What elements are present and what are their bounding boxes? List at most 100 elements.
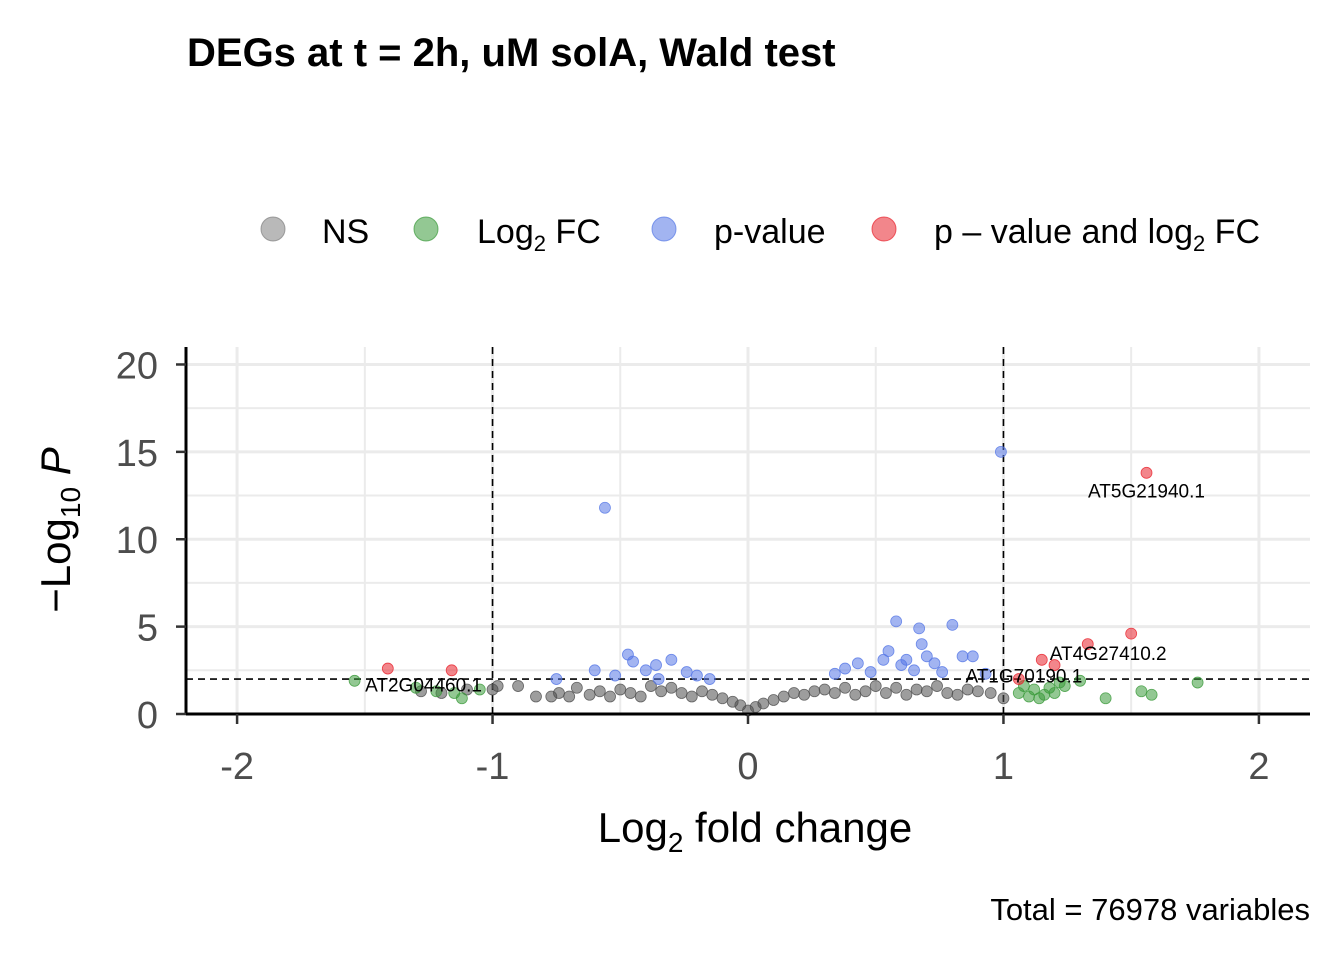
x-tick-label: 2 xyxy=(1248,746,1269,788)
gene-label: AT5G21940.1 xyxy=(1088,481,1205,502)
point-p xyxy=(946,618,959,631)
point-ns xyxy=(570,681,583,694)
x-axis-title: Log2 fold change xyxy=(598,804,913,858)
x-ticks: -2 -1 0 1 2 xyxy=(220,714,1269,788)
point-ns xyxy=(665,681,678,694)
point-both xyxy=(381,662,394,675)
point-ns xyxy=(931,680,943,692)
point-ns xyxy=(880,687,892,699)
point-fc xyxy=(1145,688,1158,701)
point-p xyxy=(828,667,841,680)
y-tick-label: 0 xyxy=(137,695,158,737)
point-p xyxy=(966,650,979,663)
legend-label-fc: Log2 FC xyxy=(477,213,601,256)
y-tick-label: 20 xyxy=(116,345,158,387)
point-p xyxy=(900,653,913,666)
gene-label: AT2G04460.1 xyxy=(365,675,482,696)
point-ns xyxy=(777,690,790,703)
gene-label: AT1G70190.1 xyxy=(965,667,1082,688)
point-fc xyxy=(1028,683,1041,696)
legend-key-fc xyxy=(413,216,439,242)
point-ns xyxy=(716,692,729,705)
cutoff-lines xyxy=(186,347,1310,714)
point-fc xyxy=(1099,692,1112,705)
point-fc xyxy=(348,674,361,687)
legend-key-ns xyxy=(260,216,286,242)
point-p xyxy=(703,673,716,685)
point-ns xyxy=(941,687,954,699)
point-fc xyxy=(1135,685,1148,698)
point-fc xyxy=(410,681,422,694)
point-p xyxy=(652,673,665,685)
point-p xyxy=(639,664,652,677)
x-tick-label: -1 xyxy=(476,746,510,788)
legend-item-ns: NS xyxy=(260,213,369,251)
data-points xyxy=(348,445,1204,717)
legend-label-both: p – value and log2 FC xyxy=(934,213,1260,256)
point-p xyxy=(680,666,693,678)
y-tick-label: 15 xyxy=(116,433,158,475)
x-tick-label: 1 xyxy=(993,746,1014,788)
point-ns xyxy=(530,690,542,703)
point-ns xyxy=(563,690,576,703)
gene-label: AT4G27410.2 xyxy=(1050,644,1167,665)
point-ns xyxy=(614,683,627,696)
point-p xyxy=(627,655,639,668)
point-p xyxy=(995,445,1007,458)
grid xyxy=(186,347,1310,716)
point-ns xyxy=(828,687,841,699)
point-both xyxy=(445,664,458,677)
point-ns xyxy=(767,694,780,706)
point-p xyxy=(928,657,941,670)
point-p xyxy=(915,638,928,650)
point-ns xyxy=(972,685,984,698)
point-fc xyxy=(1074,674,1086,687)
point-ns xyxy=(706,688,719,701)
point-fc xyxy=(473,683,486,696)
legend-item-p: p-value xyxy=(651,213,826,251)
point-p xyxy=(609,669,622,682)
point-p xyxy=(550,673,563,685)
point-ns xyxy=(583,688,596,701)
point-ns xyxy=(624,687,637,699)
point-both xyxy=(1048,659,1061,671)
point-ns xyxy=(808,685,821,698)
point-fc xyxy=(1191,676,1204,689)
point-p xyxy=(864,666,877,678)
point-ns xyxy=(461,683,473,696)
point-ns xyxy=(910,683,923,696)
point-fc xyxy=(455,692,468,705)
point-p xyxy=(979,667,992,680)
legend-item-both: p – value and log2 FC xyxy=(871,213,1260,256)
point-p xyxy=(665,653,678,666)
point-ns xyxy=(869,680,882,692)
legend-label-ns: NS xyxy=(322,213,369,251)
point-ns xyxy=(984,687,997,699)
point-both xyxy=(1140,466,1153,479)
point-ns xyxy=(951,688,964,701)
point-both xyxy=(1012,673,1025,685)
point-p xyxy=(650,659,662,671)
x-tick-label: 0 xyxy=(737,746,758,788)
point-ns xyxy=(788,687,800,699)
point-both xyxy=(1035,653,1048,666)
point-p xyxy=(908,664,920,677)
point-p xyxy=(913,622,926,635)
point-p xyxy=(882,645,895,657)
point-ns xyxy=(920,685,933,698)
point-ns xyxy=(757,697,770,710)
point-ns xyxy=(593,685,606,698)
point-p xyxy=(851,657,864,670)
y-axis-title: −Log10 P xyxy=(32,447,86,612)
point-ns xyxy=(655,685,668,698)
point-ns xyxy=(997,692,1010,705)
legend: NS Log2 FC p-value p – value and log2 FC xyxy=(260,213,1260,256)
point-both xyxy=(1125,627,1138,640)
x-tick-label: -2 xyxy=(220,746,254,788)
y-tick-label: 10 xyxy=(116,520,158,562)
point-ns xyxy=(685,690,698,703)
legend-key-both xyxy=(871,216,897,242)
y-ticks: 0 5 10 15 20 xyxy=(116,345,186,737)
